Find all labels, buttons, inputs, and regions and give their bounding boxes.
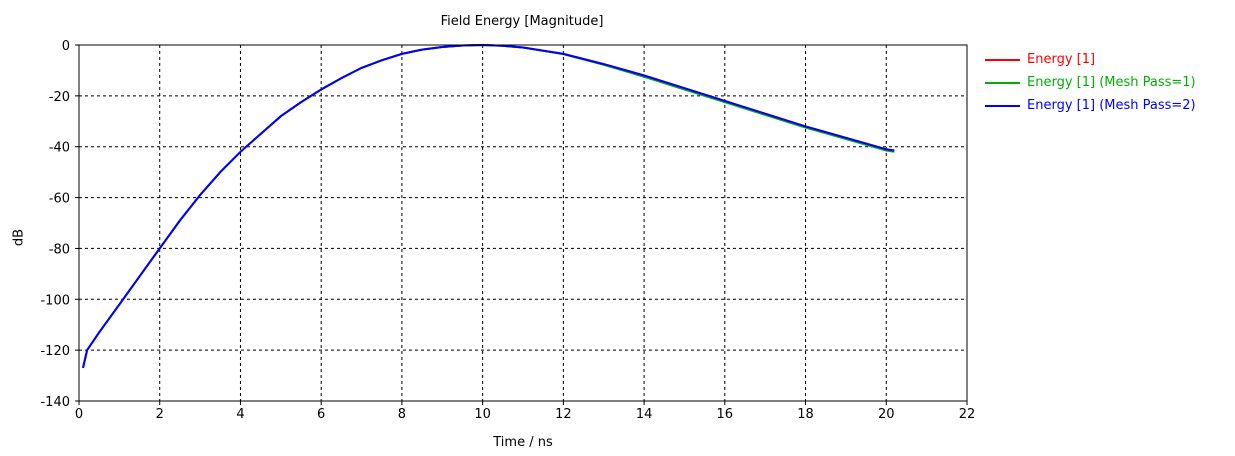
series-lines bbox=[82, 43, 895, 369]
x-tick-label: 0 bbox=[75, 407, 83, 422]
x-tick-label: 22 bbox=[959, 407, 976, 422]
series-line-2 bbox=[82, 43, 895, 369]
legend-swatch bbox=[985, 59, 1020, 61]
series-line-1 bbox=[82, 43, 895, 369]
legend-swatch bbox=[985, 105, 1020, 107]
x-tick-label: 4 bbox=[236, 407, 244, 422]
y-tick-label: -60 bbox=[49, 192, 70, 207]
tick-labels: 0 2 4 6 8 10 12 14 16 18 20 22 0 -20 -40 -60 -80 -100 -120… bbox=[40, 39, 975, 422]
legend-item-3: Energy [1] (Mesh Pass=2) bbox=[985, 96, 1196, 119]
y-tick-label: 0 bbox=[62, 39, 70, 54]
x-tick-label: 18 bbox=[797, 407, 814, 422]
legend-swatch bbox=[985, 82, 1020, 84]
y-axis-label: dB bbox=[11, 228, 27, 247]
legend: Energy [1] Energy [1] (Mesh Pass=1) Energy… bbox=[985, 50, 1196, 119]
legend-item-2: Energy [1] (Mesh Pass=1) bbox=[985, 73, 1196, 96]
y-tick-label: -100 bbox=[40, 293, 70, 308]
legend-label: Energy [1] (Mesh Pass=2) bbox=[1027, 98, 1196, 113]
x-tick-label: 10 bbox=[474, 407, 491, 422]
y-tick-label: -40 bbox=[49, 141, 70, 156]
y-tick-label: -80 bbox=[49, 242, 70, 257]
y-tick-label: -120 bbox=[40, 344, 70, 359]
y-tick-label: -140 bbox=[40, 395, 70, 410]
x-tick-label: 6 bbox=[317, 407, 325, 422]
legend-label: Energy [1] bbox=[1027, 52, 1096, 67]
x-tick-label: 12 bbox=[555, 407, 572, 422]
x-axis-label: Time / ns bbox=[493, 435, 553, 450]
plot-frame bbox=[78, 44, 968, 402]
x-tick-label: 2 bbox=[156, 407, 164, 422]
series-line-3 bbox=[82, 43, 895, 369]
grid-lines bbox=[79, 45, 967, 401]
chart-title: Field Energy [Magnitude] bbox=[440, 14, 604, 29]
y-tick-label: -20 bbox=[49, 90, 70, 105]
x-tick-label: 16 bbox=[717, 407, 734, 422]
legend-label: Energy [1] (Mesh Pass=1) bbox=[1027, 75, 1196, 90]
x-tick-label: 14 bbox=[636, 407, 653, 422]
x-tick-label: 20 bbox=[878, 407, 895, 422]
x-tick-label: 8 bbox=[398, 407, 406, 422]
legend-item-1: Energy [1] bbox=[985, 50, 1196, 73]
